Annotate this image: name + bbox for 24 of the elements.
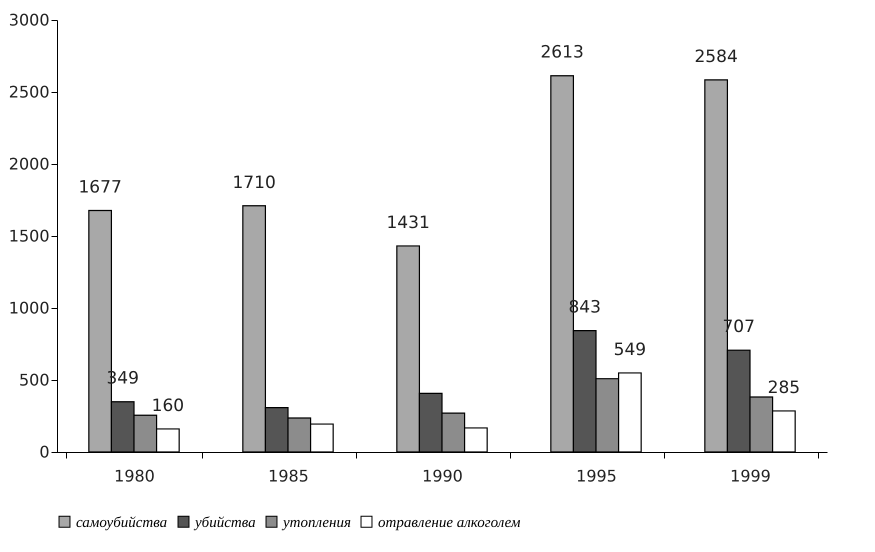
data-label: 1710 xyxy=(232,172,276,193)
data-label: 1677 xyxy=(78,178,122,198)
legend-label: самоубийства xyxy=(76,514,168,531)
y-tick-label: 1500 xyxy=(8,226,50,246)
legend-label: утопления xyxy=(281,514,352,531)
y-tick-label: 2000 xyxy=(8,154,50,174)
y-tick-label: 500 xyxy=(18,370,50,390)
data-label: 2613 xyxy=(540,42,584,63)
y-tick-label: 2500 xyxy=(8,82,50,102)
data-label: 549 xyxy=(614,340,646,360)
data-label: 285 xyxy=(768,378,800,398)
x-tick-label: 1980 xyxy=(114,466,155,486)
data-label: 160 xyxy=(152,396,184,416)
y-tick-label: 0 xyxy=(39,442,50,462)
data-label: 2584 xyxy=(694,46,738,67)
y-tick-label: 1000 xyxy=(8,298,50,318)
x-tick-label: 1985 xyxy=(268,466,309,486)
y-tick-label: 3000 xyxy=(8,10,50,30)
x-tick-label: 1995 xyxy=(576,466,617,486)
legend-label: убийства xyxy=(193,514,256,531)
legend-label: отравление алкоголем xyxy=(378,514,521,531)
x-tick-label: 1999 xyxy=(730,466,771,486)
x-tick-label: 1990 xyxy=(422,466,463,486)
data-label: 1431 xyxy=(386,212,430,233)
